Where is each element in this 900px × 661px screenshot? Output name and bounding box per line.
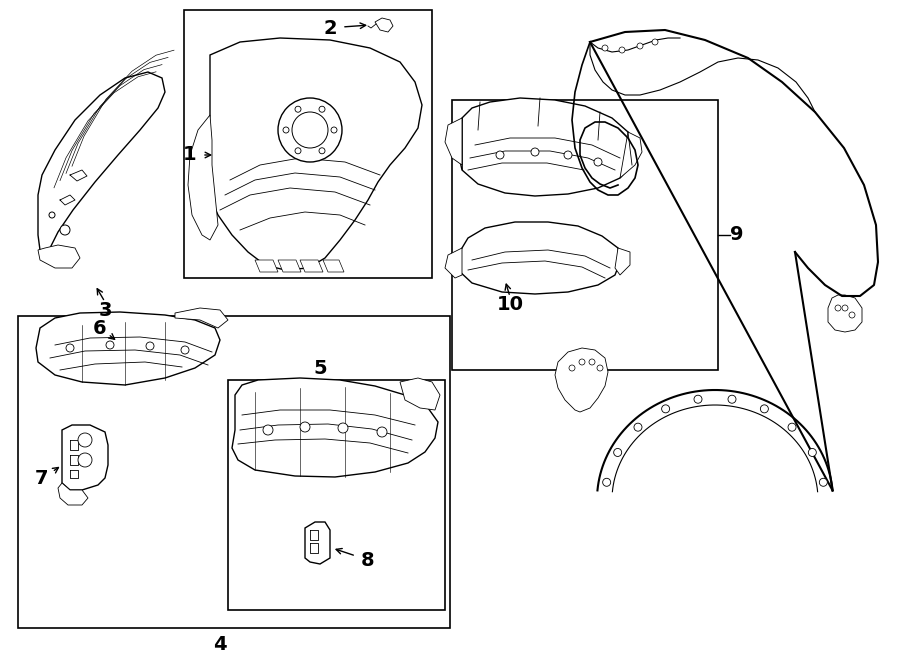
- Circle shape: [637, 43, 643, 49]
- Circle shape: [564, 151, 572, 159]
- Text: 6: 6: [94, 319, 107, 338]
- Polygon shape: [305, 522, 330, 564]
- Polygon shape: [175, 308, 228, 328]
- Text: 4: 4: [213, 635, 227, 654]
- Text: 9: 9: [730, 225, 743, 245]
- Circle shape: [300, 422, 310, 432]
- Text: 3: 3: [98, 301, 112, 319]
- Circle shape: [319, 106, 325, 112]
- Polygon shape: [58, 483, 88, 505]
- Circle shape: [78, 453, 92, 467]
- Circle shape: [331, 127, 337, 133]
- Text: 10: 10: [497, 295, 524, 315]
- Polygon shape: [232, 378, 438, 477]
- Circle shape: [579, 359, 585, 365]
- Circle shape: [614, 448, 622, 457]
- Polygon shape: [62, 425, 108, 490]
- Circle shape: [263, 425, 273, 435]
- Circle shape: [319, 148, 325, 154]
- Polygon shape: [445, 118, 462, 165]
- Polygon shape: [828, 295, 862, 332]
- Polygon shape: [615, 248, 630, 275]
- Circle shape: [662, 405, 670, 413]
- Circle shape: [849, 312, 855, 318]
- Text: 2: 2: [323, 19, 337, 38]
- Polygon shape: [458, 98, 635, 196]
- Circle shape: [78, 433, 92, 447]
- Text: 8: 8: [361, 551, 374, 570]
- Polygon shape: [458, 222, 620, 294]
- Circle shape: [652, 39, 658, 45]
- Circle shape: [634, 423, 642, 431]
- Circle shape: [619, 47, 625, 53]
- Text: 7: 7: [35, 469, 49, 488]
- Circle shape: [278, 98, 342, 162]
- Polygon shape: [188, 115, 218, 240]
- Circle shape: [338, 423, 348, 433]
- Circle shape: [496, 151, 504, 159]
- Circle shape: [808, 448, 816, 457]
- Bar: [452, 100, 718, 370]
- Circle shape: [603, 479, 611, 486]
- Circle shape: [377, 427, 387, 437]
- Polygon shape: [323, 260, 344, 272]
- Circle shape: [295, 148, 301, 154]
- Circle shape: [569, 365, 575, 371]
- Bar: [228, 380, 445, 610]
- Polygon shape: [278, 260, 301, 272]
- Polygon shape: [36, 312, 220, 385]
- Polygon shape: [255, 260, 278, 272]
- Text: 1: 1: [184, 145, 197, 165]
- Circle shape: [835, 305, 841, 311]
- Circle shape: [531, 148, 539, 156]
- Polygon shape: [300, 260, 323, 272]
- Polygon shape: [375, 18, 393, 32]
- Circle shape: [106, 341, 114, 349]
- Circle shape: [819, 479, 827, 486]
- Circle shape: [760, 405, 769, 413]
- Circle shape: [694, 395, 702, 403]
- Circle shape: [181, 346, 189, 354]
- Circle shape: [602, 45, 608, 51]
- Bar: [184, 10, 432, 278]
- Circle shape: [60, 225, 70, 235]
- Circle shape: [283, 127, 289, 133]
- Polygon shape: [38, 72, 165, 255]
- Circle shape: [594, 158, 602, 166]
- Polygon shape: [205, 38, 422, 270]
- Polygon shape: [400, 378, 440, 410]
- Circle shape: [66, 344, 74, 352]
- Text: 5: 5: [313, 358, 327, 377]
- Circle shape: [597, 365, 603, 371]
- Circle shape: [788, 423, 796, 431]
- Polygon shape: [620, 132, 642, 178]
- Bar: [18, 316, 450, 628]
- Circle shape: [49, 212, 55, 218]
- Circle shape: [589, 359, 595, 365]
- Circle shape: [842, 305, 848, 311]
- Polygon shape: [38, 245, 80, 268]
- Circle shape: [295, 106, 301, 112]
- Circle shape: [292, 112, 328, 148]
- Circle shape: [728, 395, 736, 403]
- Polygon shape: [555, 348, 608, 412]
- Circle shape: [146, 342, 154, 350]
- Polygon shape: [445, 248, 462, 278]
